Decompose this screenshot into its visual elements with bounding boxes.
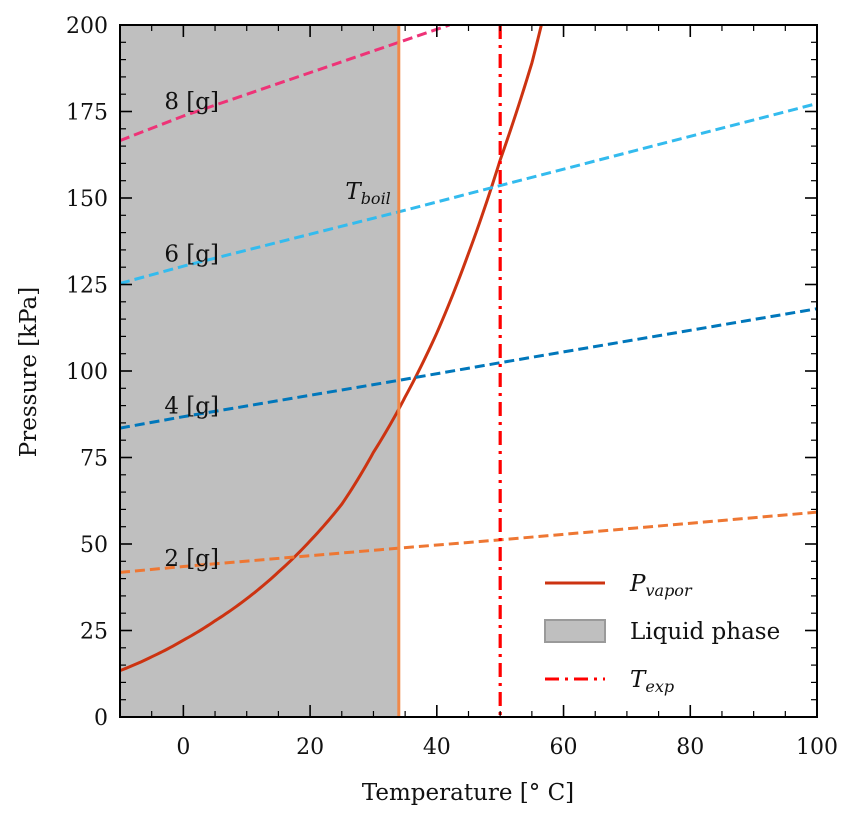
y-tick-label-8: 200: [66, 14, 108, 39]
x-tick-label-0: 0: [176, 735, 190, 760]
y-tick-label-7: 175: [66, 101, 108, 126]
x-tick-label-1: 20: [296, 735, 324, 760]
annotations-layer: 8 [g] 6 [g] 4 [g] 2 [g] Tboil: [164, 89, 390, 572]
legend: Pvapor Liquid phase Texp: [544, 571, 780, 696]
y-tick-label-6: 150: [66, 187, 108, 212]
y-tick-label-3: 75: [80, 447, 108, 472]
x-tick-label-4: 80: [676, 735, 704, 760]
y-tick-label-1: 25: [80, 620, 108, 645]
liquid-phase-region-layer: [120, 25, 399, 717]
y-tick-label-5: 125: [66, 274, 108, 299]
x-axis-title: Temperature [° C]: [362, 780, 574, 806]
y-axis-title: Pressure [kPa]: [16, 287, 42, 457]
annotation-2: 4 [g]: [164, 394, 219, 420]
legend-label-1: Liquid phase: [630, 619, 780, 645]
annotation-0: 8 [g]: [164, 89, 219, 115]
tboil-label-main: T: [345, 179, 362, 205]
x-tick-label-2: 40: [423, 735, 451, 760]
legend-label-sub-0: vapor: [645, 581, 692, 600]
tboil-label-sub: boil: [361, 189, 391, 208]
legend-label-main-2: T: [630, 667, 647, 693]
legend-label-0: Pvapor: [629, 571, 693, 600]
y-tick-label-0: 0: [94, 706, 108, 731]
tboil-label: Tboil: [345, 179, 390, 208]
series-line-4: [120, 25, 450, 142]
series-line-0: [120, 25, 543, 673]
y-tick-label-2: 50: [80, 533, 108, 558]
legend-label-main-0: P: [629, 571, 646, 597]
x-tick-label-5: 100: [796, 735, 838, 760]
x-tick-label-3: 60: [550, 735, 578, 760]
legend-swatch-1: [544, 619, 606, 643]
annotation-3: 2 [g]: [164, 546, 219, 572]
legend-label-2: Texp: [630, 667, 674, 696]
annotation-1: 6 [g]: [164, 241, 219, 267]
y-tick-label-4: 100: [66, 360, 108, 385]
liquid-phase-region: [120, 25, 399, 717]
legend-label-sub-2: exp: [645, 677, 674, 696]
vertical-lines-layer: [397, 25, 502, 717]
axes-layer: 0 20 40 60 80 100 0 25 50 75 100 125 150 175 200: [66, 14, 838, 760]
